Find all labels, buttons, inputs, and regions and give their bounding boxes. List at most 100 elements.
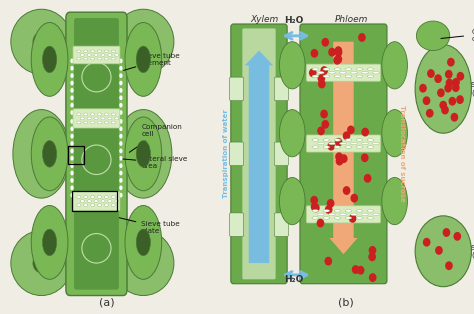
Circle shape <box>119 127 123 131</box>
Ellipse shape <box>280 42 305 89</box>
Ellipse shape <box>362 142 368 145</box>
Circle shape <box>352 265 359 274</box>
Ellipse shape <box>345 217 352 219</box>
Circle shape <box>70 81 73 85</box>
Circle shape <box>119 119 123 124</box>
FancyBboxPatch shape <box>73 46 120 64</box>
Ellipse shape <box>94 200 98 203</box>
FancyBboxPatch shape <box>229 142 244 166</box>
Ellipse shape <box>115 117 119 120</box>
Ellipse shape <box>33 32 50 51</box>
Circle shape <box>70 171 73 176</box>
Ellipse shape <box>323 217 330 219</box>
Ellipse shape <box>351 213 357 216</box>
Ellipse shape <box>318 142 324 145</box>
Ellipse shape <box>94 117 98 120</box>
Circle shape <box>70 193 73 198</box>
Circle shape <box>349 214 356 223</box>
Ellipse shape <box>84 57 88 60</box>
Circle shape <box>311 203 319 211</box>
Circle shape <box>318 79 326 89</box>
FancyBboxPatch shape <box>229 77 244 101</box>
Text: Lateral sieve
area: Lateral sieve area <box>85 155 188 169</box>
Ellipse shape <box>328 142 335 145</box>
Ellipse shape <box>111 50 116 52</box>
Circle shape <box>320 66 328 75</box>
Ellipse shape <box>33 253 50 273</box>
Ellipse shape <box>77 113 81 116</box>
Circle shape <box>119 66 123 71</box>
Ellipse shape <box>113 9 174 74</box>
Circle shape <box>70 66 73 71</box>
Ellipse shape <box>104 50 109 52</box>
Circle shape <box>444 84 452 93</box>
Circle shape <box>70 149 73 153</box>
Ellipse shape <box>356 68 363 70</box>
FancyBboxPatch shape <box>306 206 381 223</box>
Circle shape <box>443 228 450 237</box>
Ellipse shape <box>367 68 374 70</box>
Circle shape <box>70 134 73 138</box>
Circle shape <box>312 203 320 212</box>
Circle shape <box>310 196 318 205</box>
Ellipse shape <box>323 139 330 141</box>
Ellipse shape <box>80 54 84 56</box>
Text: Sink cell
(root): Sink cell (root) <box>472 245 474 258</box>
Circle shape <box>445 261 453 270</box>
Circle shape <box>369 273 376 282</box>
Ellipse shape <box>111 57 116 60</box>
Ellipse shape <box>94 54 98 56</box>
Circle shape <box>70 110 73 115</box>
Ellipse shape <box>367 209 374 212</box>
Circle shape <box>347 126 355 134</box>
Circle shape <box>310 49 318 58</box>
Circle shape <box>350 194 358 203</box>
Bar <box>68 146 84 164</box>
Ellipse shape <box>77 57 81 60</box>
FancyBboxPatch shape <box>229 213 244 236</box>
Circle shape <box>335 55 342 64</box>
Circle shape <box>451 113 458 122</box>
Ellipse shape <box>11 9 72 74</box>
Ellipse shape <box>312 139 319 141</box>
Ellipse shape <box>115 54 119 56</box>
Ellipse shape <box>98 204 101 207</box>
Circle shape <box>437 89 445 97</box>
Text: H₂O: H₂O <box>284 275 303 284</box>
Ellipse shape <box>323 146 330 148</box>
Ellipse shape <box>367 217 374 219</box>
Ellipse shape <box>84 204 88 207</box>
Circle shape <box>70 127 73 131</box>
Circle shape <box>454 232 461 241</box>
Ellipse shape <box>382 177 408 225</box>
Circle shape <box>446 78 453 87</box>
Ellipse shape <box>334 217 341 219</box>
Ellipse shape <box>416 21 450 51</box>
Circle shape <box>318 74 325 83</box>
Ellipse shape <box>312 209 319 212</box>
Circle shape <box>456 95 464 104</box>
Text: Transpiration of water: Transpiration of water <box>223 109 229 198</box>
Circle shape <box>119 186 123 190</box>
Circle shape <box>361 128 369 137</box>
Ellipse shape <box>98 50 101 52</box>
Ellipse shape <box>323 68 330 70</box>
Ellipse shape <box>84 121 88 124</box>
Ellipse shape <box>334 209 341 212</box>
Ellipse shape <box>108 117 112 120</box>
Ellipse shape <box>373 142 379 145</box>
Circle shape <box>445 70 453 79</box>
Ellipse shape <box>104 57 109 60</box>
Ellipse shape <box>84 50 88 52</box>
Ellipse shape <box>312 217 319 219</box>
Ellipse shape <box>339 142 346 145</box>
Circle shape <box>119 88 123 93</box>
Circle shape <box>335 152 343 161</box>
Ellipse shape <box>345 209 352 212</box>
Circle shape <box>70 58 73 63</box>
Ellipse shape <box>91 57 95 60</box>
Circle shape <box>452 78 460 87</box>
Ellipse shape <box>362 213 368 216</box>
Ellipse shape <box>339 72 346 74</box>
Circle shape <box>327 199 335 208</box>
